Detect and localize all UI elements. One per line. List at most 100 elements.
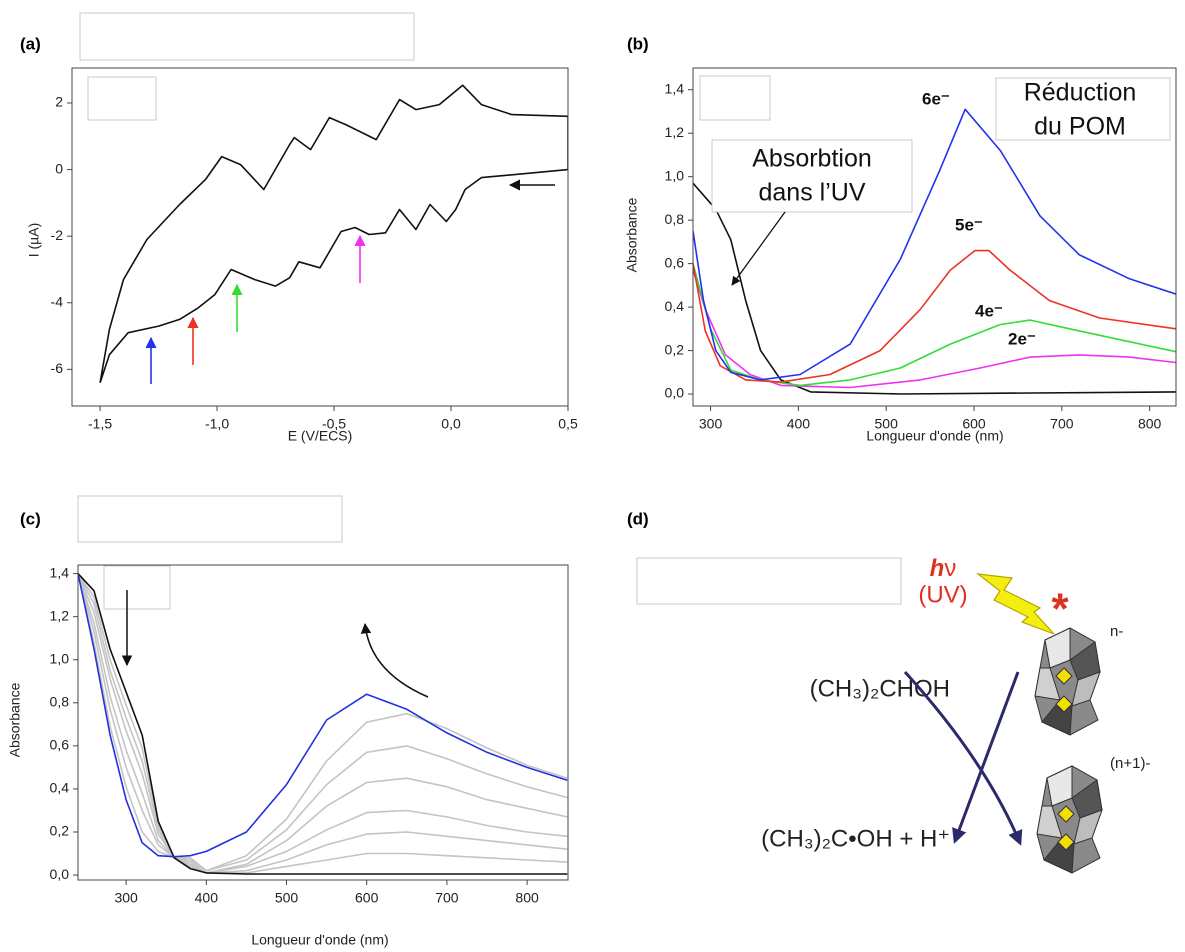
placeholder-box: [87, 76, 157, 121]
x-tick-label: -0,5: [322, 416, 346, 432]
planck-h: h: [930, 555, 945, 582]
x-tick-label: -1,5: [88, 416, 112, 432]
light-label: hν: [930, 555, 957, 582]
placeholder-box: [77, 495, 343, 543]
x-tick-label: 0,5: [558, 416, 578, 432]
light-source: (UV): [918, 581, 967, 608]
panel-label: (c): [20, 509, 41, 528]
y-tick-label: 0,4: [50, 780, 70, 796]
y-tick-label: 2: [55, 94, 63, 110]
y-tick-label: -4: [51, 293, 64, 309]
x-axis-label: Longueur d'onde (nm): [866, 428, 1003, 444]
y-tick-label: 0: [55, 160, 63, 176]
series-line: [78, 573, 568, 858]
series-line: [693, 269, 1176, 389]
placeholder-box: [79, 12, 415, 61]
y-tick-label: 0,2: [665, 341, 685, 357]
series-line: [99, 84, 568, 383]
annotation: 5e⁻: [955, 215, 983, 234]
y-tick-label: -6: [51, 360, 64, 376]
x-tick-label: 700: [1050, 416, 1074, 432]
y-tick-label: 0,6: [50, 737, 70, 753]
panel-label: (b): [627, 34, 649, 53]
y-tick-label: 0,4: [665, 298, 685, 314]
y-axis-label: Absorbance: [7, 682, 23, 757]
x-tick-label: 600: [355, 890, 379, 906]
x-axis-label: Longueur d'onde (nm): [251, 932, 388, 948]
annotation: 6e⁻: [922, 89, 950, 108]
plot-frame: [77, 564, 569, 881]
peak-arrows: [145, 179, 555, 384]
nu: ν: [944, 555, 956, 582]
series-line: [693, 249, 1176, 383]
series-line: [78, 573, 568, 874]
lightning: [975, 573, 1055, 635]
callout: dans l’UV: [759, 179, 866, 207]
x-tick-label: 800: [515, 890, 539, 906]
trend-arrow: [360, 622, 429, 698]
x-tick-label: 700: [435, 890, 459, 906]
series-line: [78, 573, 568, 874]
y-tick-label: 1,2: [665, 124, 685, 140]
plot: 300 400 500 600 700 800 0,0 0,2 0,4 0,6 0,8 1,0 1,2 1…: [624, 67, 1177, 444]
plot-frame: [71, 67, 569, 407]
y-axis-label: Absorbance: [624, 197, 640, 272]
series-line: [78, 573, 568, 874]
callout-box: [711, 139, 913, 213]
series-line: [693, 108, 1176, 381]
y-tick-label: 1,4: [50, 564, 70, 580]
panel-label: (d): [627, 509, 649, 528]
panel-label: (a): [20, 34, 41, 53]
y-tick-label: 0,8: [665, 211, 685, 227]
annotation: 2e⁻: [1008, 329, 1036, 348]
series-line: [693, 263, 1176, 387]
x-tick-label: 500: [275, 890, 299, 906]
placeholder-box: [699, 75, 771, 121]
x-tick-label: 600: [962, 416, 986, 432]
series-line: [78, 573, 568, 872]
x-tick-label: 800: [1138, 416, 1162, 432]
y-tick-label: 1,0: [665, 167, 685, 183]
products: (CH₃)₂C•OH + H⁺: [761, 825, 950, 852]
plot: -1,5 -1,0 -0,5 0,0 0,5 2 0 -2 -4 -6 E (V/ECS) I (µA…: [26, 67, 578, 444]
y-tick-label: 0,8: [50, 694, 70, 710]
callout: du POM: [1034, 113, 1126, 141]
charge: n-: [1110, 623, 1123, 640]
plot-frame: [692, 67, 1177, 407]
y-axis-label: I (µA): [26, 223, 42, 258]
y-tick-label: 1,4: [665, 80, 685, 96]
x-tick-label: 400: [787, 416, 811, 432]
callout: Réduction: [1024, 79, 1137, 107]
y-tick-label: 1,2: [50, 607, 70, 623]
x-tick-label: 300: [699, 416, 723, 432]
x-tick-label: -1,0: [205, 416, 229, 432]
annotation: 4e⁻: [975, 301, 1003, 320]
placeholder-box: [636, 557, 902, 605]
callout-arrow: [731, 211, 786, 286]
callout-box: [995, 77, 1171, 141]
callout: Absorbtion: [752, 145, 872, 173]
x-tick-label: 0,0: [441, 416, 461, 432]
x-axis-label: E (V/ECS): [288, 428, 353, 444]
excited-mark: *: [1051, 585, 1069, 634]
pom-cluster: [1036, 765, 1103, 874]
reaction-arrow: [903, 670, 1023, 846]
y-tick-label: 0,2: [50, 823, 70, 839]
pom-cluster: [1034, 627, 1101, 736]
x-tick-label: 400: [195, 890, 219, 906]
y-tick-label: 1,0: [50, 650, 70, 666]
reaction-arrow: [952, 671, 1020, 844]
series-line: [78, 573, 568, 874]
placeholder-box: [103, 565, 171, 610]
y-tick-label: 0,0: [50, 866, 70, 882]
series-line: [78, 573, 568, 872]
series-line: [693, 182, 1176, 395]
y-tick-label: 0,6: [665, 254, 685, 270]
plot: 300 400 500 600 700 800 0,0 0,2 0,4 0,6 0,8 1,0 1,2 1…: [7, 564, 569, 948]
charts: -1,5 -1,0 -0,5 0,0 0,5 2 0 -2 -4 -6 E (V/ECS) I (µA…: [7, 67, 1177, 948]
charge: (n+1)-: [1110, 755, 1150, 772]
series-line: [78, 573, 568, 875]
y-tick-label: 0,0: [665, 385, 685, 401]
x-tick-label: 500: [875, 416, 899, 432]
